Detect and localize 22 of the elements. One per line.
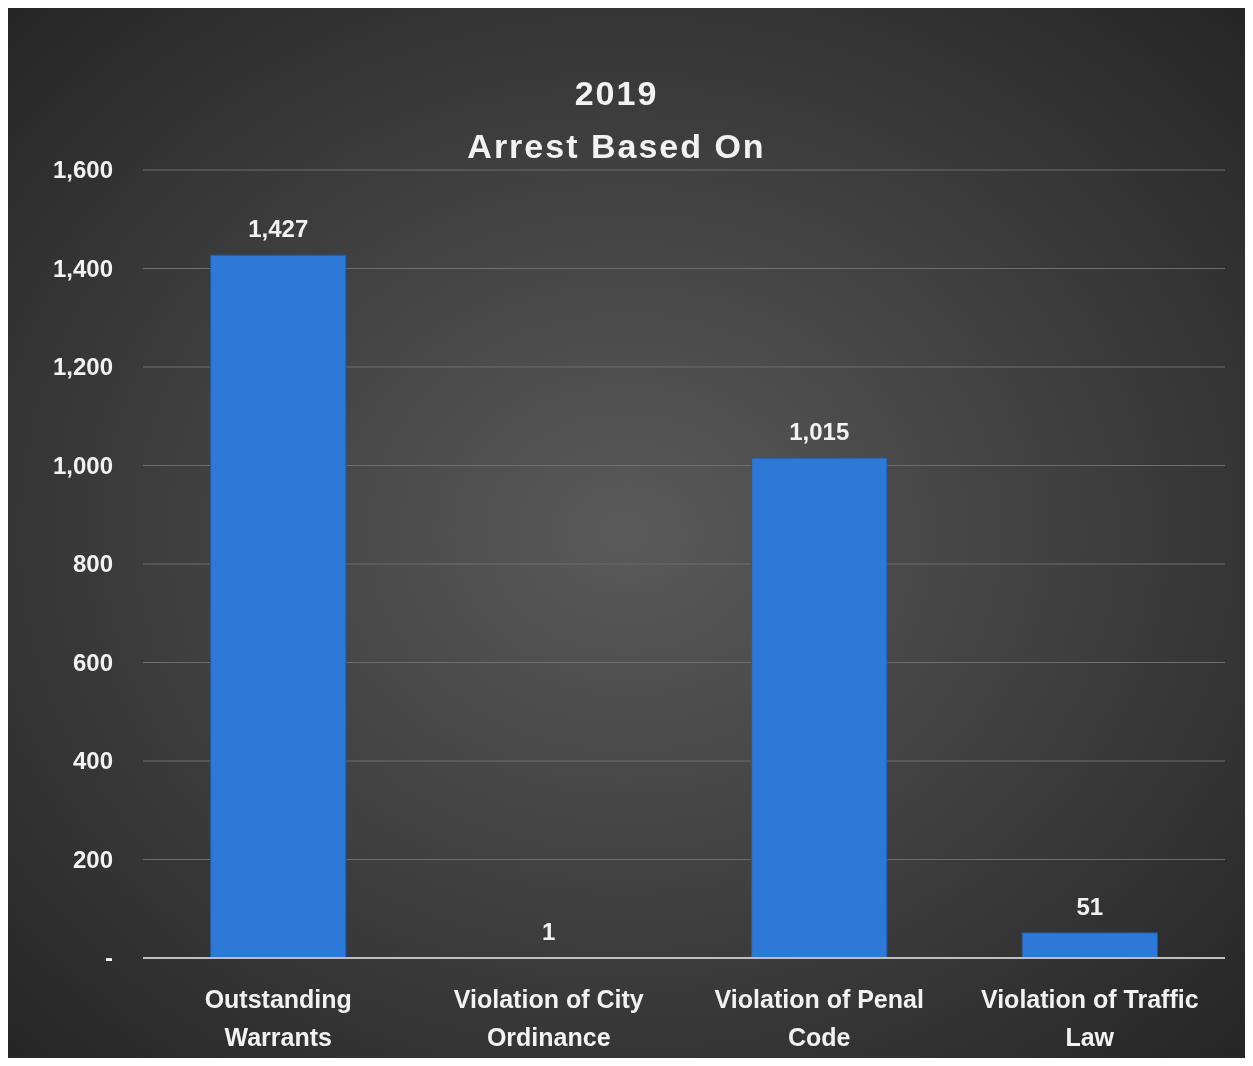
bar — [210, 254, 347, 959]
x-tick-label: Outstanding Warrants — [204, 985, 352, 1051]
x-tick-label: Violation of Penal Code — [714, 985, 924, 1051]
y-tick-label: 1,400 — [52, 254, 113, 282]
data-label: 1,015 — [789, 418, 850, 446]
x-tick-label: Violation of Traffic Law — [980, 985, 1199, 1051]
chart-subtitle: Arrest Based On — [467, 127, 766, 165]
bar — [751, 457, 888, 959]
y-tick-label: 800 — [72, 550, 113, 578]
y-tick-label: 1,200 — [52, 353, 113, 381]
y-tick-label: - — [105, 944, 113, 972]
y-tick-label: 200 — [72, 845, 113, 873]
data-label: 51 — [1076, 892, 1104, 920]
bar — [1021, 932, 1158, 959]
chart-title: 2019 — [574, 74, 659, 112]
y-tick-label: 400 — [72, 747, 113, 775]
data-label: 1,427 — [248, 215, 309, 243]
y-tick-label: 1,600 — [52, 156, 113, 184]
x-tick-label: Violation of City Ordinance — [453, 985, 644, 1051]
y-tick-label: 600 — [72, 648, 113, 676]
y-tick-label: 1,000 — [52, 451, 113, 479]
data-label: 1 — [542, 917, 556, 945]
